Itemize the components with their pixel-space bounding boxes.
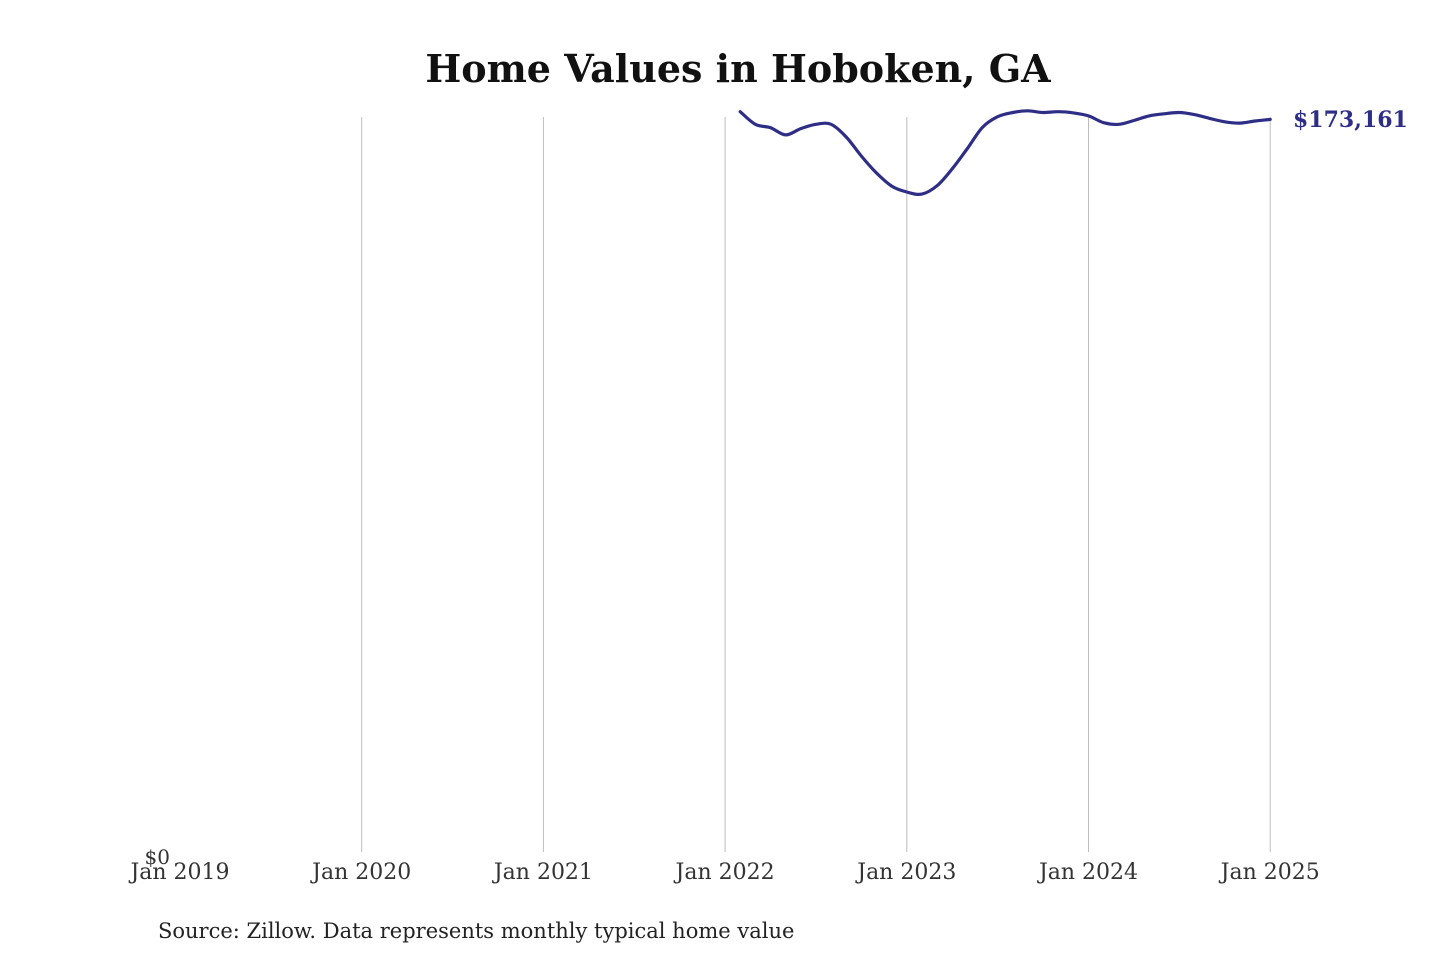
x-tick-label: Jan 2024	[1037, 860, 1138, 885]
end-value-label: $173,161	[1293, 107, 1408, 133]
series-layer	[738, 109, 1272, 197]
x-tick-label: Jan 2021	[492, 860, 593, 885]
x-tick-label: Jan 2019	[128, 860, 229, 885]
x-axis-ticks: Jan 2019 Jan 2020 Jan 2021 Jan 2022 Jan 2023…	[128, 860, 1319, 885]
source-note: Source: Zillow. Data represents monthly …	[158, 919, 794, 943]
gridlines	[361, 117, 1271, 852]
y-axis-zero-label: $0	[145, 845, 170, 869]
series-line-0	[738, 109, 1272, 197]
chart-title: Home Values in Hoboken, GA	[425, 46, 1051, 91]
x-tick-label: Jan 2020	[310, 860, 411, 885]
x-tick-label: Jan 2023	[855, 860, 956, 885]
x-tick-label: Jan 2025	[1219, 860, 1320, 885]
x-tick-label: Jan 2022	[674, 860, 775, 885]
